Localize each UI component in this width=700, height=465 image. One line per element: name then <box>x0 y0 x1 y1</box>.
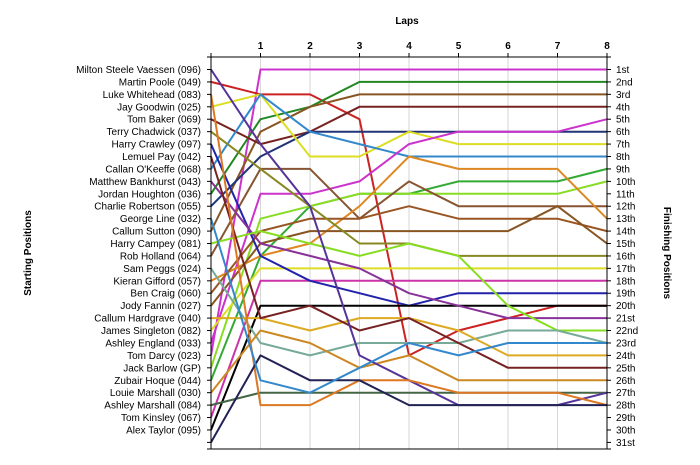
finishing-position-label: 16th <box>616 251 635 262</box>
finishing-position-label: 14th <box>616 227 635 238</box>
finishing-position-label: 5th <box>616 115 630 126</box>
series-line-11 <box>210 180 608 369</box>
series-line-30 <box>210 354 607 443</box>
lap-tick-labels: 1 2 3 4 5 6 7 8 <box>258 41 611 52</box>
finishing-position-label: 10th <box>616 177 635 188</box>
finishing-position-label: 22nd <box>616 326 638 337</box>
finishing-position-label: 8th <box>616 152 630 163</box>
driver-start-label: Callum Sutton (090) <box>112 227 201 238</box>
series-line-12 <box>210 167 607 257</box>
finishing-position-label: 26th <box>616 376 635 387</box>
series-line-13 <box>210 155 608 282</box>
grid <box>260 57 558 449</box>
finishing-position-label: 17th <box>616 264 635 275</box>
driver-start-label: Luke Whitehead (083) <box>103 90 201 101</box>
finishing-position-label: 24th <box>616 351 635 362</box>
driver-start-label: Jody Fannin (027) <box>120 301 201 312</box>
series-line-18 <box>210 279 607 418</box>
finishing-position-label: 15th <box>616 239 635 250</box>
driver-start-label: Milton Steele Vaessen (096) <box>76 65 201 76</box>
series-line-26 <box>210 329 607 394</box>
x-axis-title: Laps <box>395 16 419 27</box>
series-line-5 <box>210 105 607 146</box>
driver-start-label: Tom Kinsley (067) <box>121 413 201 424</box>
right-axis-title: Finishing Positions <box>661 207 672 300</box>
driver-start-label: James Singleton (082) <box>101 326 201 337</box>
series-line-29 <box>210 94 608 407</box>
series-line-4 <box>210 93 607 232</box>
series-lines <box>210 68 608 443</box>
finishing-position-label: 3rd <box>616 90 630 101</box>
lap-tick-label: 6 <box>505 41 511 52</box>
series-line-17 <box>210 267 607 332</box>
axes <box>207 53 611 450</box>
finishing-position-label: 28th <box>616 401 635 412</box>
series-line-15 <box>210 205 608 307</box>
finishing-position-label: 30th <box>616 425 635 436</box>
lap-tick-label: 8 <box>604 41 610 52</box>
finishing-position-label: 12th <box>616 202 635 213</box>
driver-start-label: Harry Crawley (097) <box>112 140 201 151</box>
finishing-position-label: 27th <box>616 388 635 399</box>
finishing-position-label: 9th <box>616 164 630 175</box>
finishing-position-label: 1st <box>616 65 630 76</box>
driver-start-label: Jay Goodwin (025) <box>117 102 201 113</box>
driver-start-label: Charlie Robertson (055) <box>94 202 201 213</box>
left-axis-title: Starting Positions <box>23 210 34 296</box>
finishing-position-label: 13th <box>616 214 635 225</box>
finishing-position-label: 4th <box>616 102 630 113</box>
driver-start-label: Terry Chadwick (037) <box>107 127 201 138</box>
driver-start-label: George Line (032) <box>120 214 201 225</box>
series-line-25 <box>210 156 607 369</box>
driver-start-label: Callan O'Keeffe (068) <box>105 164 201 175</box>
driver-start-label: Sam Peggs (024) <box>123 264 201 275</box>
starting-positions-labels: Milton Steele Vaessen (096)Martin Poole … <box>76 65 201 436</box>
driver-start-label: Alex Taylor (095) <box>126 425 201 436</box>
driver-start-label: Jack Barlow (GP) <box>123 363 201 374</box>
driver-start-label: Tom Darcy (023) <box>127 351 201 362</box>
series-line-1 <box>210 68 607 356</box>
driver-start-label: Rob Holland (064) <box>120 251 201 262</box>
finishing-position-label: 11th <box>616 189 635 200</box>
series-line-31 <box>210 218 607 394</box>
lap-tick-label: 4 <box>406 41 412 52</box>
finishing-position-label: 19th <box>616 289 635 300</box>
finishing-positions-labels: 1st2nd3rd4th5th6th7th8th9th10th11th12th1… <box>616 65 638 449</box>
driver-start-label: Callum Hardgrave (040) <box>94 314 201 325</box>
driver-start-label: Tom Baker (069) <box>127 115 201 126</box>
finishing-position-label: 31st <box>616 438 635 449</box>
driver-start-label: Ashley Marshall (084) <box>104 401 201 412</box>
lap-tick-label: 3 <box>357 41 363 52</box>
driver-start-label: Zubair Hoque (044) <box>114 376 201 387</box>
lap-tick-label: 2 <box>307 41 313 52</box>
series-line-21 <box>210 180 607 320</box>
lap-tick-label: 5 <box>456 41 462 52</box>
driver-start-label: Ashley England (033) <box>105 338 201 349</box>
finishing-position-label: 2nd <box>616 77 633 88</box>
driver-start-label: Ben Craig (060) <box>130 289 201 300</box>
series-line-22 <box>210 230 607 332</box>
driver-start-label: Martin Poole (049) <box>119 77 201 88</box>
series-line-20 <box>210 304 607 431</box>
series-line-9 <box>210 118 608 344</box>
driver-start-label: Jordan Houghton (036) <box>98 189 201 200</box>
finishing-position-label: 21st <box>616 314 635 325</box>
lap-tick-label: 7 <box>555 41 561 52</box>
finishing-position-label: 23rd <box>616 338 636 349</box>
driver-start-label: Matthew Bankhurst (043) <box>89 177 201 188</box>
finishing-position-label: 25th <box>616 363 635 374</box>
finishing-position-label: 7th <box>616 140 630 151</box>
finishing-position-label: 18th <box>616 276 635 287</box>
series-line-7 <box>210 93 607 158</box>
finishing-position-label: 6th <box>616 127 630 138</box>
series-line-14 <box>210 205 608 294</box>
driver-start-label: Louie Marshall (030) <box>110 388 201 399</box>
driver-start-label: Kieran Gifford (057) <box>113 276 201 287</box>
finishing-position-label: 20th <box>616 301 635 312</box>
lap-tick-label: 1 <box>258 41 264 52</box>
driver-start-label: Lemuel Pay (042) <box>122 152 201 163</box>
driver-start-label: Harry Campey (081) <box>110 239 201 250</box>
finishing-position-label: 29th <box>616 413 635 424</box>
